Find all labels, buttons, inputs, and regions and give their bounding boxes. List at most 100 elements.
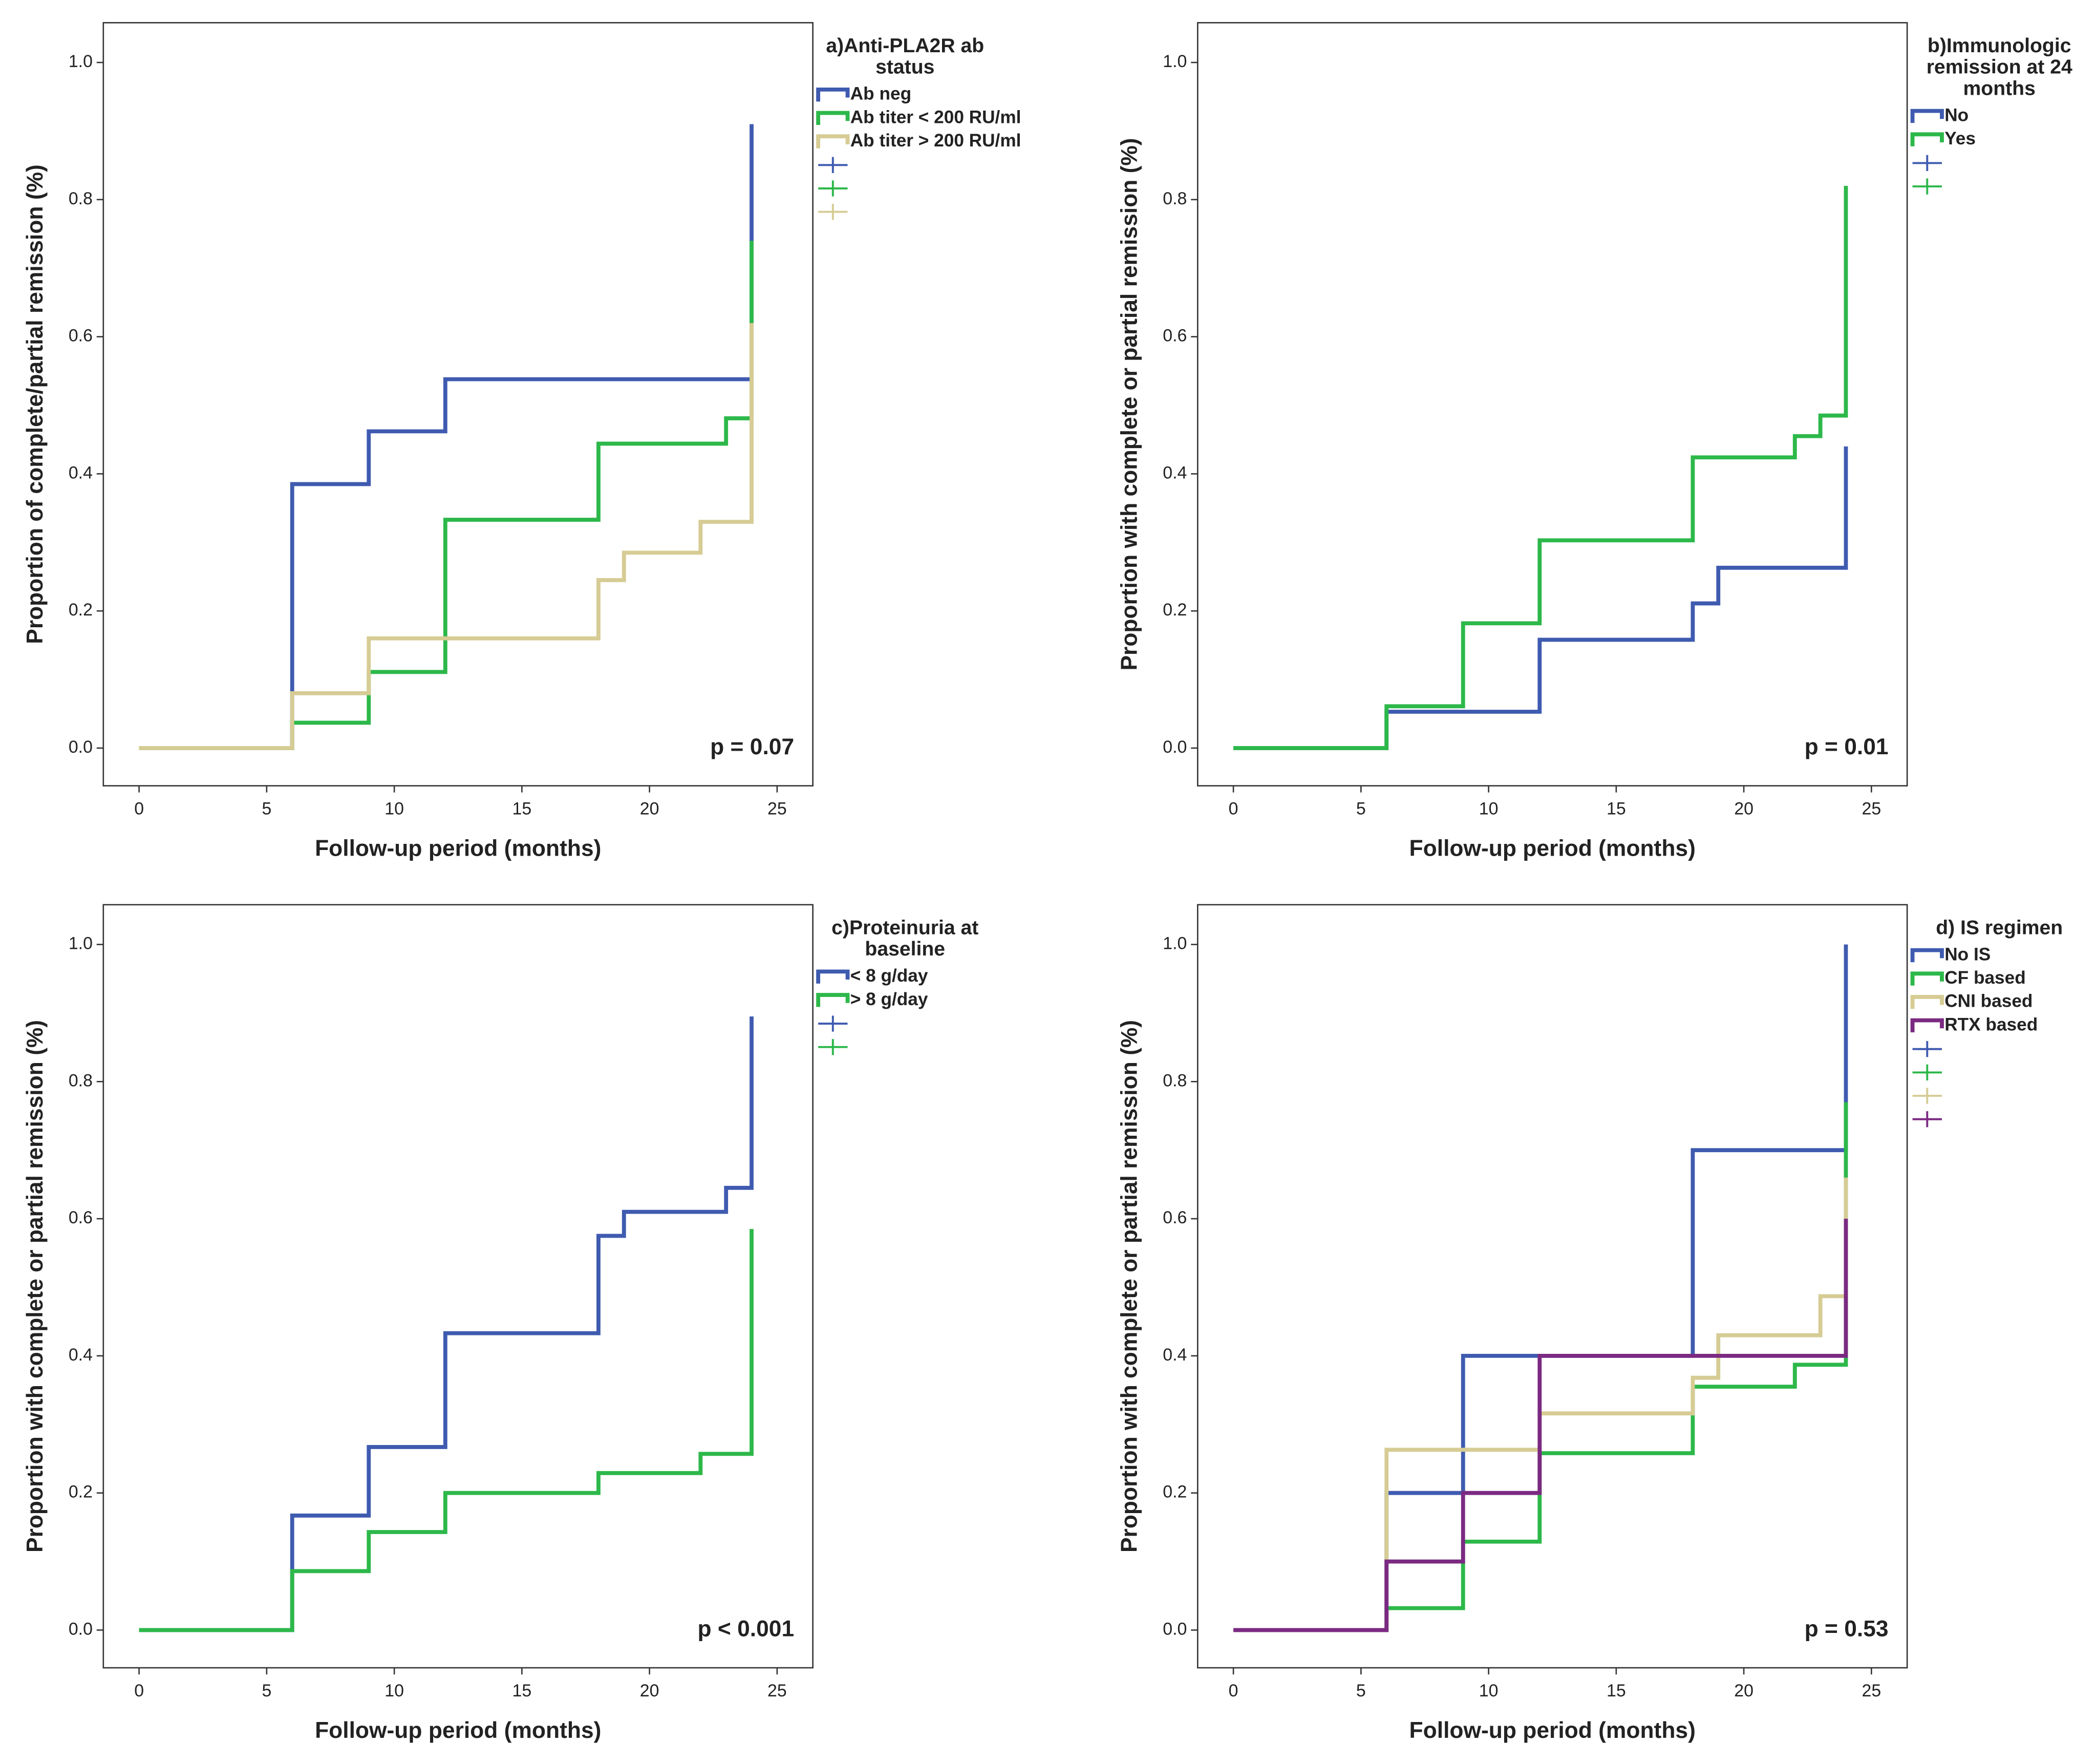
- legend-swatch: [816, 111, 850, 125]
- panel: 0.0 0.2 0.4 0.6 0.8 1.0 0 5 10 15 20 25 Follow-up pe…: [23, 22, 1021, 861]
- legend-label: Ab titer > 200 RU/ml: [850, 131, 1021, 151]
- legend-censor-symbol: [818, 204, 848, 220]
- x-tick-label: 5: [262, 799, 271, 819]
- x-tick-label: 5: [1356, 799, 1366, 819]
- y-tick-label: 0.6: [69, 326, 93, 346]
- x-axis-label: Follow-up period (months): [1409, 836, 1696, 861]
- x-tick-label: 0: [134, 799, 144, 819]
- legend-swatch: [816, 993, 850, 1007]
- x-tick-label: 10: [1479, 1681, 1499, 1701]
- legend-censor-symbol: [818, 157, 848, 173]
- x-tick-label: 10: [384, 799, 404, 819]
- x-tick-label: 20: [1734, 799, 1753, 819]
- legend-title-box: d) IS regimen: [1936, 918, 2063, 940]
- legend-label: Ab neg: [850, 84, 911, 104]
- x-tick-label: 15: [1607, 1681, 1626, 1701]
- legend-label: RTX based: [1944, 1014, 2038, 1034]
- x-tick-label: 5: [1356, 1681, 1366, 1701]
- x-tick-label: 25: [767, 1681, 787, 1701]
- x-axis-label: Follow-up period (months): [315, 1718, 601, 1743]
- x-tick-label: 5: [262, 1681, 271, 1701]
- x-tick-label: 20: [640, 799, 659, 819]
- y-axis-label: Proportion with complete or partial remi…: [23, 1020, 48, 1553]
- x-tick-label: 25: [1862, 1681, 1881, 1701]
- y-tick-label: 1.0: [69, 933, 93, 953]
- legend-swatch: [1910, 109, 1944, 123]
- y-tick-label: 0.4: [1163, 463, 1187, 482]
- legend-title: a)Anti-PLA2R ab status: [826, 36, 985, 79]
- panel: 0.0 0.2 0.4 0.6 0.8 1.0 0 5 10 15 20 25 Follow-up pe…: [1117, 904, 2063, 1743]
- legend-swatch: [816, 87, 850, 102]
- legend-label: No IS: [1944, 944, 1991, 964]
- x-tick-label: 10: [384, 1681, 404, 1701]
- km-line: [1233, 1177, 1848, 1632]
- legend-swatch: [1910, 132, 1944, 146]
- y-tick-label: 0.0: [1163, 737, 1187, 757]
- legend-censor-symbol: [1912, 1041, 1942, 1057]
- legend-swatch: [816, 134, 850, 148]
- y-axis-label: Proportion of complete/partial remission…: [23, 164, 48, 644]
- legend-label: No: [1944, 105, 1969, 125]
- legend-title: d) IS regimen: [1936, 918, 2063, 940]
- km-line: [139, 241, 754, 750]
- km-line: [1233, 1102, 1848, 1632]
- y-tick-label: 1.0: [1163, 933, 1187, 953]
- km-line: [1233, 1219, 1848, 1632]
- y-tick-label: 0.4: [1163, 1345, 1187, 1365]
- y-tick-label: 1.0: [69, 52, 93, 71]
- p-value: p = 0.01: [1805, 734, 1889, 759]
- x-tick-label: 10: [1479, 799, 1499, 819]
- y-tick-label: 0.0: [69, 737, 93, 757]
- legend-title: b)Immunologic remission at 24 months: [1926, 36, 2072, 100]
- legend-censor-symbol: [1912, 178, 1942, 195]
- legend-censor-symbol: [1912, 1088, 1942, 1104]
- legend-label: > 8 g/day: [850, 989, 928, 1009]
- y-tick-label: 1.0: [1163, 52, 1187, 71]
- x-tick-label: 0: [1229, 799, 1238, 819]
- y-tick-label: 0.0: [1163, 1619, 1187, 1639]
- y-tick-label: 0.6: [1163, 1208, 1187, 1227]
- y-tick-label: 0.2: [1163, 600, 1187, 620]
- plot-frame: [1196, 904, 1908, 1669]
- km-line: [139, 1016, 754, 1632]
- x-tick-label: 15: [512, 1681, 532, 1701]
- plot-frame: [1196, 22, 1908, 787]
- legend-title-box: b)Immunologic remission at 24 months: [1926, 36, 2072, 100]
- plot-frame: [102, 22, 814, 787]
- p-value: p = 0.53: [1805, 1617, 1889, 1642]
- legend-label: Ab titer < 200 RU/ml: [850, 107, 1021, 127]
- x-tick-label: 25: [767, 799, 787, 819]
- panel: 0.0 0.2 0.4 0.6 0.8 1.0 0 5 10 15 20 25 Follow-up pe…: [23, 904, 979, 1743]
- p-value: p < 0.001: [697, 1617, 794, 1642]
- legend-title: c)Proteinuria at baseline: [831, 918, 979, 961]
- y-tick-label: 0.6: [69, 1208, 93, 1227]
- legend-label: Yes: [1944, 129, 1976, 148]
- y-tick-label: 0.0: [69, 1619, 93, 1639]
- km-line: [139, 1229, 754, 1632]
- legend-label: CF based: [1944, 968, 2026, 988]
- x-tick-label: 20: [1734, 1681, 1753, 1701]
- legend-swatch: [1910, 995, 1944, 1009]
- legend-swatch: [1910, 948, 1944, 963]
- km-line: [139, 124, 754, 750]
- y-tick-label: 0.2: [1163, 1482, 1187, 1502]
- p-value: p = 0.07: [710, 734, 794, 759]
- x-axis-label: Follow-up period (months): [315, 836, 601, 861]
- legend-censor-symbol: [1912, 155, 1942, 172]
- y-tick-label: 0.8: [69, 1071, 93, 1090]
- plot-frame: [102, 904, 814, 1669]
- legend-swatch: [816, 969, 850, 984]
- x-tick-label: 0: [1229, 1681, 1238, 1701]
- x-tick-label: 15: [1607, 799, 1626, 819]
- y-tick-label: 0.8: [69, 189, 93, 208]
- y-tick-label: 0.4: [69, 463, 93, 482]
- y-axis-label: Proportion with complete or partial remi…: [1117, 1020, 1142, 1553]
- x-tick-label: 0: [134, 1681, 144, 1701]
- y-tick-label: 0.2: [69, 600, 93, 620]
- legend-title-box: a)Anti-PLA2R ab status: [826, 36, 985, 79]
- y-tick-label: 0.8: [1163, 189, 1187, 208]
- y-tick-label: 0.2: [69, 1482, 93, 1502]
- legend-label: < 8 g/day: [850, 966, 928, 986]
